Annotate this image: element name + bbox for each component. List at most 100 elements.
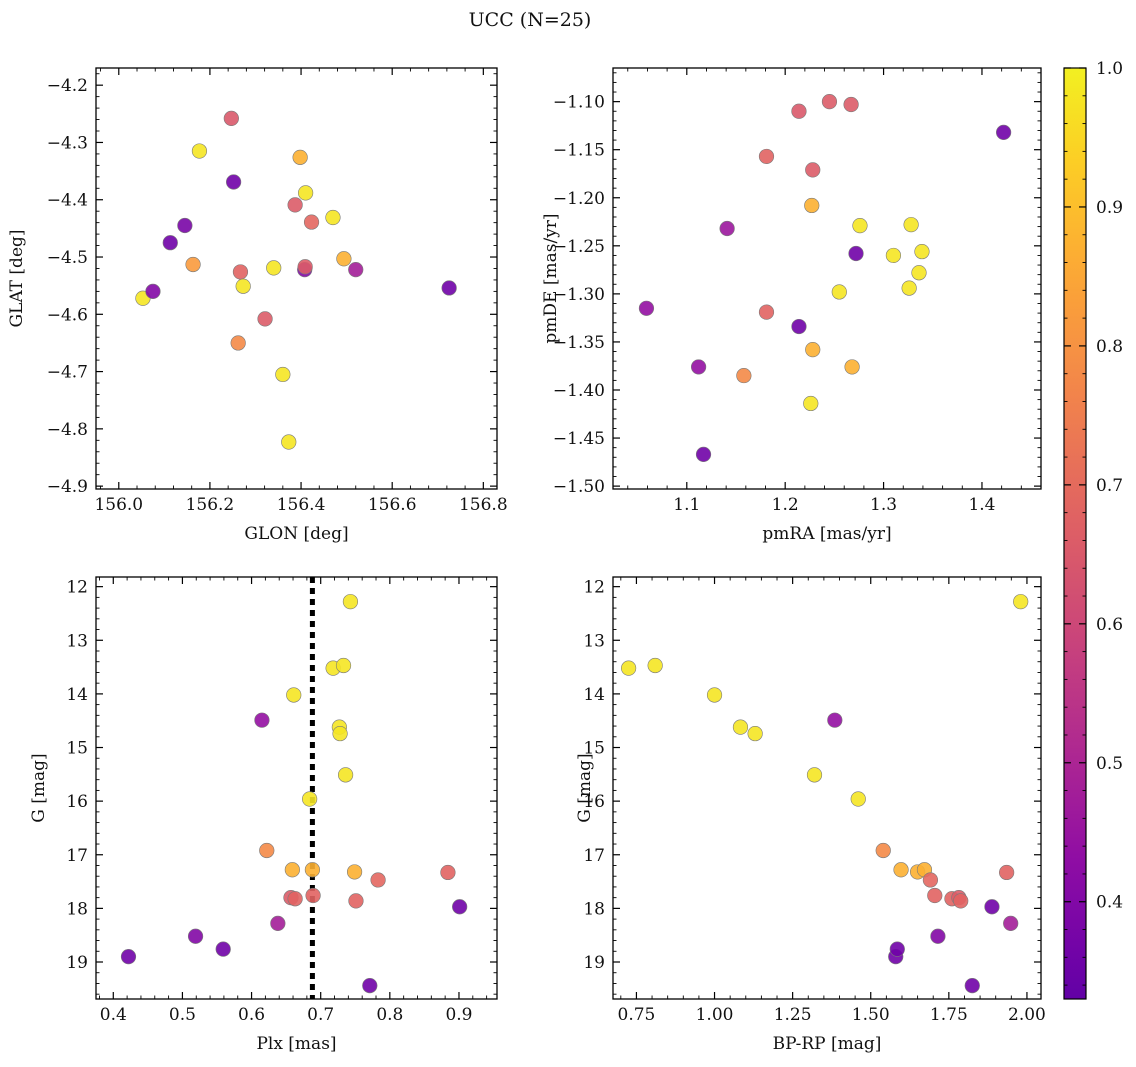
y-tick-label: −4.2 (47, 76, 88, 96)
data-point (719, 220, 735, 237)
y-tick-label: 15 (583, 739, 605, 759)
data-point (292, 149, 308, 165)
colorbar-gradient (1064, 68, 1086, 999)
data-point (254, 712, 270, 728)
data-point (930, 928, 946, 944)
panel-bottom-right: 0.75 1.00 1.25 1.50 1.75 2.00 12 13 14 15 16 17 18 19… (575, 576, 1046, 1054)
data-point (736, 367, 752, 384)
axes-frame (612, 576, 1042, 1000)
y-axis-label: GLAT [deg] (7, 229, 27, 327)
x-tick-label: 0.75 (618, 1005, 656, 1025)
y-tick-label: 12 (583, 578, 605, 598)
data-point (1013, 594, 1029, 610)
data-point (695, 446, 712, 462)
data-point (732, 719, 749, 735)
data-point (852, 218, 868, 234)
data-point (287, 891, 303, 907)
ticks (613, 577, 1041, 999)
y-tick-label: −1.50 (553, 477, 605, 497)
y-tick-label: 16 (66, 792, 88, 812)
data-point (281, 434, 297, 450)
data-point (298, 185, 314, 201)
data-point (284, 862, 300, 878)
panel-top-left: 156.0 156.2 156.4 156.6 156.8 −4.9 −4.8 −4.7 −4.… (7, 67, 508, 544)
y-tick-label: 16 (583, 792, 605, 812)
data-point (893, 862, 909, 878)
data-point (758, 148, 775, 165)
x-tick-label: 156.4 (277, 495, 326, 515)
y-tick-label: 19 (66, 953, 88, 973)
data-point (215, 941, 231, 957)
data-point (336, 251, 352, 267)
panel-top-right: 1.1 1.2 1.3 1.4 −1.50 −1.45 −1.40 −1.35 −1.30 −1.… (541, 67, 1042, 544)
data-point (827, 712, 843, 728)
x-tick-label: 1.2 (772, 495, 799, 515)
data-point (821, 94, 838, 110)
data-point (922, 872, 939, 888)
x-tick-label: 0.4 (100, 1005, 127, 1025)
figure-title: UCC (N=25) (469, 9, 592, 31)
data-point (806, 767, 823, 783)
y-tick-label: −4.9 (47, 477, 88, 497)
colorbar-tick-label: 0.4 (1096, 893, 1123, 913)
data-point (747, 725, 763, 742)
y-tick-label: −1.25 (553, 237, 605, 257)
y-tick-label: 17 (66, 846, 88, 866)
data-point (953, 893, 969, 909)
y-tick-label: −4.6 (47, 305, 88, 325)
data-point (999, 864, 1015, 881)
y-tick-label: 17 (583, 846, 605, 866)
colorbar-frame (1063, 67, 1087, 1000)
y-tick-label: 13 (66, 631, 88, 651)
y-tick-label: −1.40 (553, 381, 605, 401)
colorbar-tick-label: 0.5 (1096, 754, 1123, 774)
data-point (803, 395, 819, 412)
data-point (911, 265, 927, 281)
colorbar-tick-label: 1.0 (1096, 59, 1123, 79)
x-axis-label: Plx [mas] (256, 1034, 336, 1054)
y-tick-label: −4.7 (47, 363, 88, 383)
data-point (191, 143, 208, 159)
data-point (452, 899, 468, 915)
data-point (232, 264, 249, 280)
data-point (850, 791, 866, 807)
data-point (226, 174, 242, 190)
y-tick-label: 19 (583, 953, 605, 973)
data-point (325, 209, 341, 226)
colorbar-tick-label: 0.7 (1096, 476, 1123, 496)
data-point (348, 262, 364, 278)
x-tick-label: 156.2 (186, 495, 235, 515)
data-point (690, 359, 707, 375)
data-point (638, 300, 655, 316)
data-point (791, 318, 807, 335)
y-tick-label: −1.35 (553, 333, 605, 353)
data-point (266, 260, 282, 276)
x-tick-label: 1.00 (696, 1005, 734, 1025)
colorbar-tick-label: 0.9 (1096, 198, 1123, 218)
data-point (758, 304, 775, 320)
y-tick-label: −1.45 (553, 429, 605, 449)
data-point (804, 197, 820, 214)
x-tick-label: 2.00 (1008, 1005, 1046, 1025)
y-tick-label: −4.5 (47, 248, 88, 268)
data-point (805, 342, 821, 358)
x-tick-label: 1.4 (968, 495, 995, 515)
data-point (843, 96, 859, 113)
scatter-points (621, 594, 1029, 994)
x-tick-label: 1.50 (852, 1005, 890, 1025)
data-point (230, 335, 246, 351)
y-tick-label: −4.3 (47, 133, 88, 153)
data-point (848, 245, 864, 262)
colorbar-tick-label: 0.6 (1096, 615, 1123, 635)
data-point (621, 660, 637, 676)
data-point (235, 278, 251, 294)
colorbar-tick-label: 0.8 (1096, 337, 1123, 357)
data-point (706, 687, 723, 703)
data-point (286, 687, 302, 703)
data-point (964, 977, 980, 994)
x-tick-label: 1.1 (673, 495, 700, 515)
x-axis-label: GLON [deg] (244, 524, 348, 544)
panel-bottom-left: 0.4 0.5 0.6 0.7 0.8 0.9 12 13 14 15 16 17 18 19 Plx [m… (29, 576, 498, 1054)
x-tick-label: 0.7 (307, 1005, 334, 1025)
x-tick-label: 156.8 (459, 495, 508, 515)
